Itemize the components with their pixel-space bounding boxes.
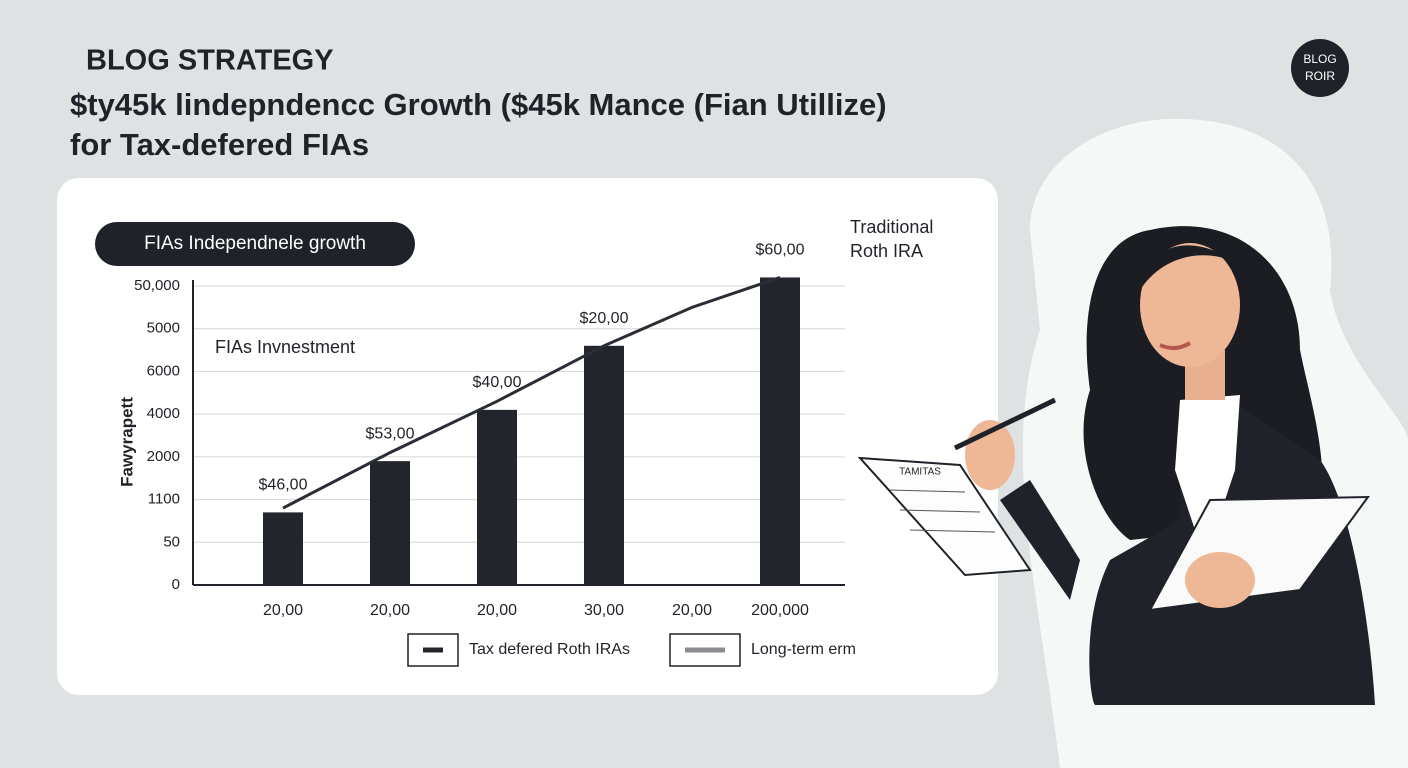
bar bbox=[760, 277, 800, 585]
legend-label: Long-term erm bbox=[751, 641, 856, 658]
y-axis-label: Fawyrapett bbox=[117, 397, 136, 487]
value-label: $60,00 bbox=[756, 242, 805, 259]
bar bbox=[477, 409, 517, 585]
document-label: TAMITAS bbox=[899, 467, 941, 478]
x-tick-label: 30,00 bbox=[584, 602, 624, 619]
y-tick-label: 1100 bbox=[148, 491, 180, 508]
title-line: $ty45k lindepndencc Growth ($45k Mance (… bbox=[70, 87, 887, 122]
x-tick-label: 20,00 bbox=[477, 602, 517, 619]
title-line: for Tax-defered FIAs bbox=[70, 127, 369, 162]
y-tick-label: 6000 bbox=[147, 362, 180, 379]
side-note: Roth IRA bbox=[850, 241, 923, 261]
badge bbox=[1291, 39, 1349, 97]
legend-label: Tax defered Roth IRAs bbox=[469, 641, 630, 658]
line bbox=[282, 276, 781, 510]
y-tick-label: 5000 bbox=[147, 320, 180, 337]
value-label: $53,00 bbox=[366, 425, 415, 442]
x-tick-label: 20,00 bbox=[370, 602, 410, 619]
bar bbox=[584, 345, 624, 585]
x-tick-label: 20,00 bbox=[672, 602, 712, 619]
y-tick-label: 4000 bbox=[147, 405, 180, 422]
chart-title: FIAs Independnele growth bbox=[144, 233, 366, 254]
y-tick-label: 2000 bbox=[147, 448, 180, 465]
bar bbox=[263, 512, 303, 585]
y-tick-label: 50 bbox=[163, 533, 180, 550]
side-note: Traditional bbox=[850, 217, 933, 237]
title-pill bbox=[95, 222, 415, 266]
y-tick-label: 0 bbox=[172, 576, 180, 593]
value-label: $20,00 bbox=[580, 310, 629, 327]
value-label: $46,00 bbox=[259, 477, 308, 494]
annotation: FIAs Invnestment bbox=[215, 337, 355, 357]
illustration: TAMITAS bbox=[857, 226, 1375, 705]
x-tick-label: 20,00 bbox=[263, 602, 303, 619]
bar bbox=[370, 461, 410, 585]
badge-text: ROIR bbox=[1305, 69, 1335, 83]
y-tick-label: 50,000 bbox=[134, 277, 180, 294]
x-tick-label: 200,000 bbox=[751, 602, 809, 619]
value-label: $40,00 bbox=[473, 374, 522, 391]
plot: 0 50 1100 2000 4000 6000 5000 50,000 20,00 20,00 2… bbox=[134, 242, 856, 667]
kicker: BLOG STRATEGY bbox=[86, 45, 334, 77]
badge-text: BLOG bbox=[1303, 52, 1336, 66]
